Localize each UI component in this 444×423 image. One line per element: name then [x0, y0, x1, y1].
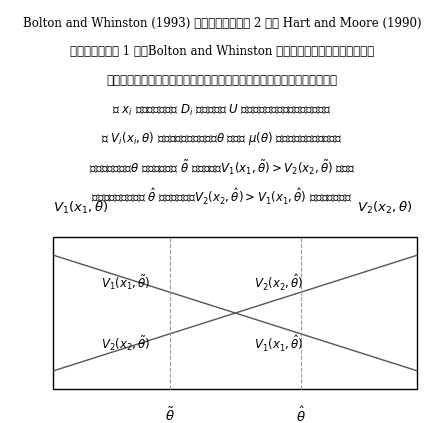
Text: $V_1(x_1, \hat{\theta})$: $V_1(x_1, \hat{\theta})$: [254, 333, 303, 354]
Bar: [53, 237, 417, 389]
Text: Bolton and Whinston (1993) の枠組みは，次の 2 点で Hart and Moore (1990): Bolton and Whinston (1993) の枠組みは，次の 2 点で…: [23, 16, 421, 30]
Text: $V_2(x_2, \hat{\theta})$: $V_2(x_2, \hat{\theta})$: [254, 272, 303, 293]
Text: $\hat{\theta}$: $\hat{\theta}$: [296, 406, 306, 423]
Text: 剰 $V_i(x_i, \theta)$ を創り出す。ただし，$\theta$ は分布 $\mu(\theta)$ を持つ確率変数である。: 剰 $V_i(x_i, \theta)$ を創り出す。ただし，$\theta$ …: [101, 130, 343, 148]
Text: $\tilde{\theta}$: $\tilde{\theta}$: [165, 406, 175, 423]
Text: $V_2(x_2, \tilde{\theta})$: $V_2(x_2, \tilde{\theta})$: [101, 334, 150, 353]
Text: $V_1(x_1, \tilde{\theta})$: $V_1(x_1, \tilde{\theta})$: [101, 273, 150, 292]
Text: $V_2(x_2, \theta)$: $V_2(x_2, \theta)$: [357, 200, 413, 216]
Text: 資 $x_i$ を行う下流企業 $D_i$ は上流企業 $U$ と取引することにより，事後的余: 資 $x_i$ を行う下流企業 $D_i$ は上流企業 $U$ と取引することに…: [112, 102, 332, 118]
Text: 確率的衝撃は，$\theta$ のある実現値 $\tilde{\theta}$ に対して，$V_1(x_1, \tilde{\theta}) > V_2(x_2: 確率的衝撃は，$\theta$ のある実現値 $\tilde{\theta}$ …: [89, 159, 355, 177]
Text: $V_1(x_1, \theta)$: $V_1(x_1, \theta)$: [53, 200, 109, 216]
Text: 出される事後的余剰は確率的に変動すると仮定する。具体的には，事前投: 出される事後的余剰は確率的に変動すると仮定する。具体的には，事前投: [107, 74, 337, 88]
Text: するが，別の実現値 $\hat{\theta}$ に対しては，$V_2(x_2, \hat{\theta}) > V_1(x_1, \hat{\theta})$: するが，別の実現値 $\hat{\theta}$ に対しては，$V_2(x_2,…: [91, 187, 353, 207]
Text: とは異なる。第 1 に，Bolton and Whinston は，下流企業との取引から創り: とは異なる。第 1 に，Bolton and Whinston は，下流企業との…: [70, 45, 374, 58]
